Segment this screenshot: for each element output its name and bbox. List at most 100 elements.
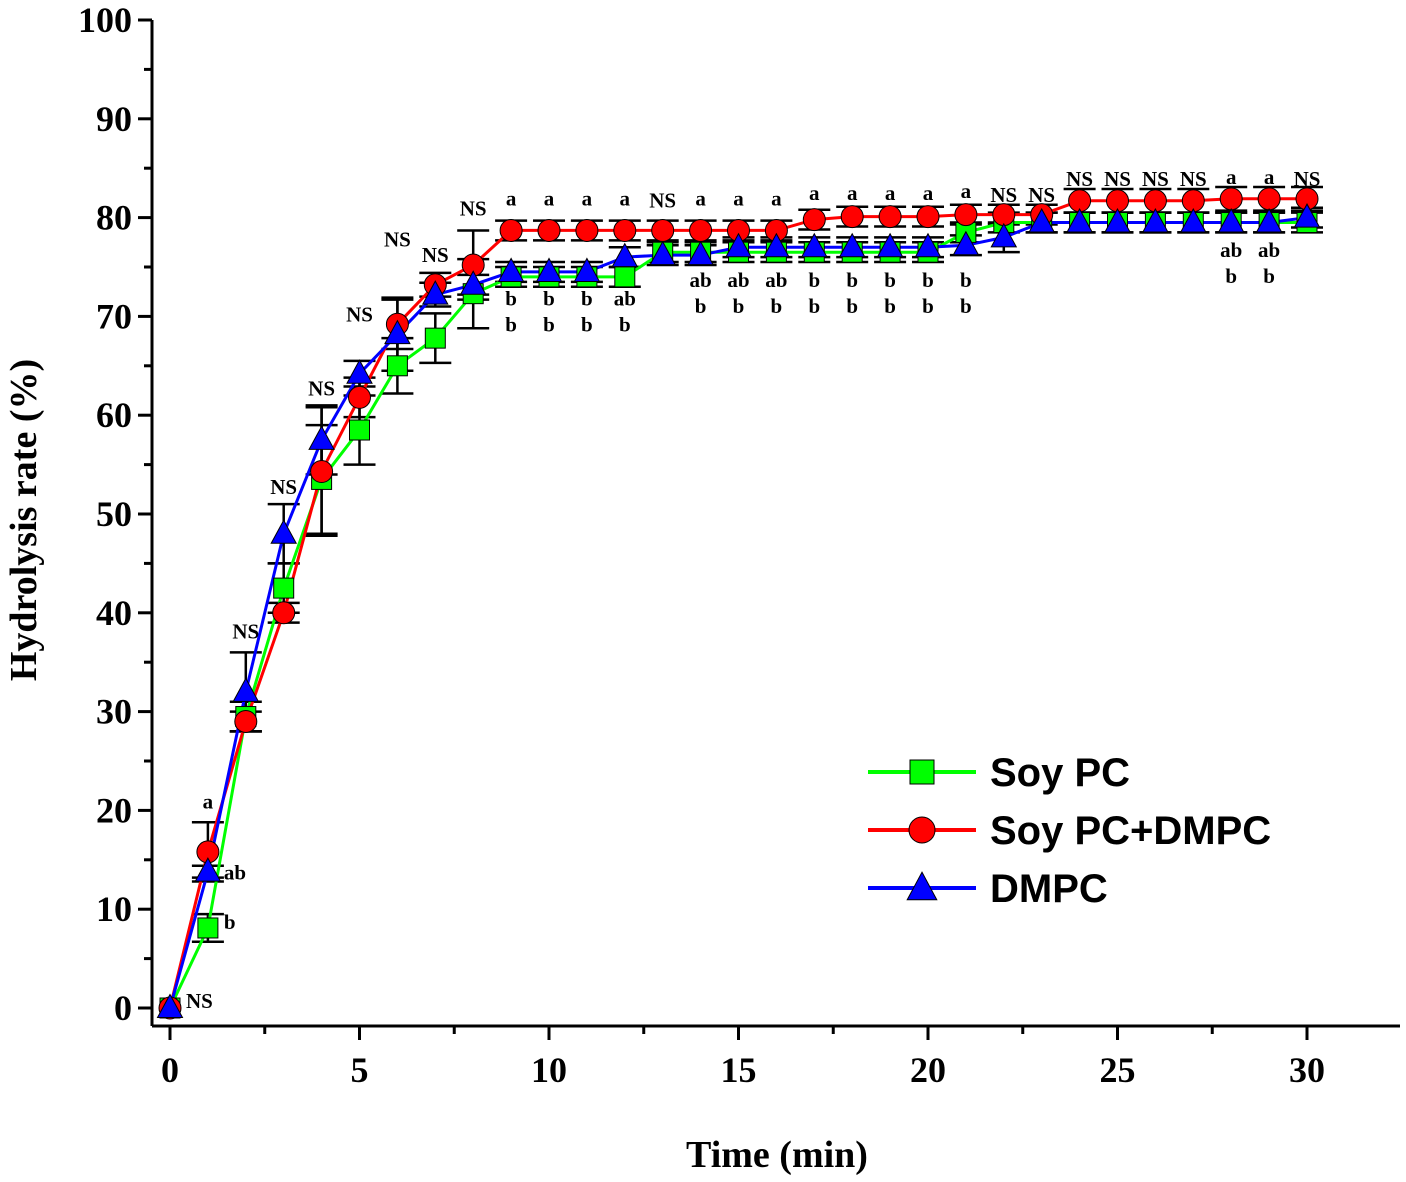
y-tick-label: 90 <box>96 99 132 139</box>
data-point-dmpc <box>1028 207 1056 233</box>
data-point-soy-pc-dmpc <box>840 205 864 229</box>
y-axis-title: Hydrolysis rate (%) <box>3 359 45 681</box>
data-point-soy-pc-dmpc <box>1219 187 1243 211</box>
data-point-soy-pc-dmpc <box>992 203 1016 227</box>
data-point-dmpc <box>800 232 828 258</box>
significance-label: ab <box>614 287 636 311</box>
significance-label: b <box>619 313 631 337</box>
y-tick-label: 20 <box>96 790 132 830</box>
data-point-dmpc <box>573 257 601 282</box>
significance-label: b <box>543 287 555 311</box>
x-tick-label: 5 <box>351 1050 369 1090</box>
y-tick-label: 30 <box>96 692 132 732</box>
significance-label: NS <box>270 475 297 499</box>
significance-label: a <box>544 187 555 211</box>
data-point-dmpc <box>535 257 563 282</box>
axes: 0 10 20 30 40 50 60 70 80 90 100 0 5 10 15 20 25 30 <box>78 0 1400 1090</box>
data-point-soy-pc-dmpc <box>537 218 561 242</box>
data-point-soy-pc <box>386 355 408 377</box>
data-point-dmpc <box>725 232 752 258</box>
significance-label: a <box>620 187 631 211</box>
significance-label: a <box>771 187 782 211</box>
data-point-soy-pc-dmpc <box>878 205 902 229</box>
data-point-dmpc <box>421 280 449 305</box>
data-point-dmpc <box>308 425 335 450</box>
legend-item-soy-pc: Soy PC <box>868 751 1130 795</box>
significance-label: a <box>582 187 593 211</box>
significance-label: b <box>960 294 972 318</box>
legend-label: Soy PC <box>990 751 1130 795</box>
data-point-soy-pc-dmpc <box>916 205 940 229</box>
data-point-dmpc <box>876 232 904 258</box>
significance-label: NS <box>1180 167 1207 191</box>
significance-label: NS <box>422 243 449 267</box>
data-point-soy-pc <box>273 577 295 599</box>
significance-label: NS <box>384 227 411 251</box>
data-point-dmpc <box>232 677 260 702</box>
legend-label: Soy PC+DMPC <box>990 809 1271 853</box>
significance-label: b <box>808 294 820 318</box>
x-axis-title: Time (min) <box>686 1134 868 1176</box>
data-point-dmpc <box>384 319 411 345</box>
data-point-soy-pc-dmpc <box>689 218 713 242</box>
significance-label: a <box>923 181 934 205</box>
data-point-soy-pc-dmpc <box>1257 187 1281 211</box>
y-tick-label: 10 <box>96 889 132 929</box>
data-point-dmpc <box>194 857 222 882</box>
data-point-soy-pc-dmpc <box>613 218 637 242</box>
significance-label: a <box>203 789 214 813</box>
y-tick-label: 70 <box>96 296 132 336</box>
significance-label: a <box>885 181 896 205</box>
data-point-dmpc <box>1142 207 1169 233</box>
significance-label: b <box>808 268 820 292</box>
significance-label: ab <box>1220 238 1242 262</box>
x-tick-label: 25 <box>1100 1050 1136 1090</box>
significance-label: b <box>846 294 858 318</box>
significance-label: b <box>695 294 707 318</box>
data-point-soy-pc <box>349 419 370 441</box>
data-point-dmpc <box>838 232 866 258</box>
significance-label: b <box>1225 264 1237 288</box>
significance-label: a <box>1226 165 1237 189</box>
significance-label: ab <box>765 268 787 292</box>
significance-label: NS <box>186 989 213 1013</box>
y-tick-label: 0 <box>114 988 132 1028</box>
significance-label: b <box>922 268 934 292</box>
data-point-dmpc <box>763 232 790 258</box>
significance-label: NS <box>1028 183 1055 207</box>
y-tick-label: 100 <box>78 0 132 40</box>
data-point-dmpc <box>1179 207 1207 233</box>
data-point-dmpc <box>914 232 942 258</box>
legend-item-soy-pc-dmpc: Soy PC+DMPC <box>868 809 1271 853</box>
significance-label: b <box>505 287 517 311</box>
data-point-dmpc <box>497 257 525 282</box>
data-point-dmpc <box>1104 207 1131 233</box>
data-point-soy-pc-dmpc <box>310 460 334 484</box>
significance-label: a <box>695 187 706 211</box>
significance-label: a <box>961 179 972 203</box>
data-point-dmpc <box>649 240 677 266</box>
data-point-dmpc <box>1217 207 1245 233</box>
legend-swatch-marker <box>908 816 936 844</box>
data-point-soy-pc <box>614 266 636 288</box>
data-point-dmpc <box>1293 203 1321 228</box>
significance-label: NS <box>649 189 676 213</box>
data-point-dmpc <box>346 359 373 384</box>
data-point-dmpc <box>687 240 714 266</box>
legend-swatch-marker <box>909 759 935 785</box>
significance-label: ab <box>727 268 749 292</box>
data-point-soy-pc-dmpc <box>272 601 296 625</box>
data-point-soy-pc-dmpc <box>651 218 675 242</box>
x-tick-label: 10 <box>531 1050 567 1090</box>
significance-label: NS <box>990 183 1017 207</box>
y-tick-label: 50 <box>96 494 132 534</box>
data-point-soy-pc-dmpc <box>954 203 978 227</box>
significance-label: NS <box>308 376 335 400</box>
series-markers <box>156 187 1321 1020</box>
significance-label: ab <box>1258 238 1280 262</box>
data-point-dmpc <box>459 270 487 295</box>
